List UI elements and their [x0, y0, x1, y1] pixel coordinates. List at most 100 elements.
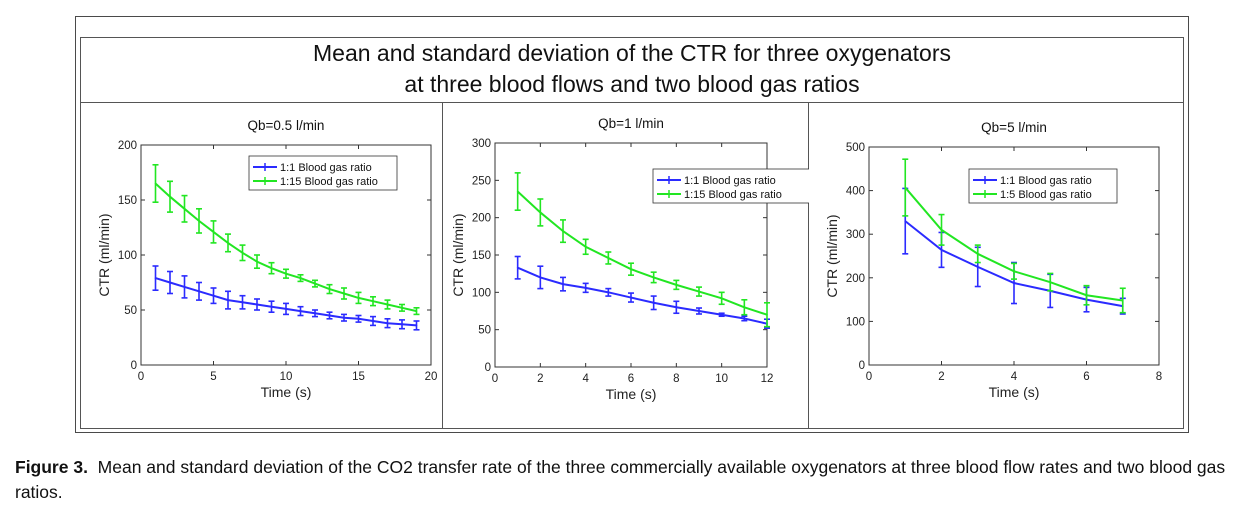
y-tick-label: 150	[118, 195, 137, 207]
series-2	[514, 172, 770, 328]
data-point	[314, 312, 316, 315]
series-2	[152, 163, 420, 316]
x-axis-label: Time (s)	[606, 386, 657, 402]
data-point	[343, 316, 345, 319]
data-point	[562, 230, 564, 232]
x-tick-label: 0	[866, 371, 872, 383]
data-point	[241, 252, 244, 254]
data-point	[630, 268, 632, 270]
chart-qb-5: Qb=5 l/min 0 2 4 6 8 0 100 200 300 400 500 Time (s) C…	[824, 120, 1162, 400]
x-tick-label: 0	[492, 373, 498, 385]
x-tick-label: 10	[715, 373, 728, 385]
chart-title: Qb=1 l/min	[598, 116, 664, 131]
chart-panel-2: Qb=1 l/min 0 2 4 6 8 10 12 0 50 100 150 200 250 300 Tim…	[443, 102, 809, 428]
series-1	[152, 265, 420, 331]
chart-title: Qb=0.5 l/min	[248, 118, 325, 133]
y-tick-label: 0	[131, 360, 137, 372]
data-point	[154, 182, 157, 185]
data-point	[256, 303, 258, 306]
data-point	[372, 300, 374, 302]
data-point	[227, 242, 229, 244]
data-point	[314, 282, 316, 285]
data-point	[584, 287, 587, 289]
data-point	[270, 305, 273, 308]
data-point	[607, 257, 610, 259]
figure-title-line2: at three blood flows and two blood gas r…	[404, 71, 860, 97]
data-point	[183, 286, 186, 288]
data-point	[299, 277, 302, 279]
x-axis-label: Time (s)	[261, 384, 312, 400]
legend: 1:1 Blood gas ratio 1:15 Blood gas ratio	[248, 155, 398, 191]
chart-qb-1: Qb=1 l/min 0 2 4 6 8 10 12 0 50 100 150 200 250 300 Tim…	[450, 116, 809, 402]
y-tick-label: 100	[472, 287, 491, 299]
data-point	[328, 288, 331, 290]
legend-label: 1:5 Blood gas ratio	[1000, 189, 1092, 201]
x-tick-label: 6	[628, 373, 634, 385]
data-point	[415, 310, 418, 312]
series-1	[514, 255, 770, 329]
y-tick-label: 100	[118, 250, 137, 262]
x-tick-label: 4	[582, 373, 589, 385]
data-point	[630, 296, 632, 299]
legend-box	[652, 168, 809, 204]
data-point	[720, 313, 723, 316]
data-point	[720, 297, 723, 300]
data-point	[401, 307, 403, 309]
legend-label: 1:15 Blood gas ratio	[684, 189, 782, 201]
series-2	[902, 158, 1126, 314]
data-point	[401, 323, 403, 326]
x-tick-label: 0	[138, 371, 144, 383]
figure-title: Mean and standard deviation of the CTR f…	[81, 38, 1183, 103]
data-point	[698, 310, 700, 312]
data-point	[1085, 294, 1088, 297]
x-tick-label: 10	[280, 371, 293, 383]
data-point	[539, 276, 542, 279]
data-point	[227, 299, 229, 301]
y-tick-label: 400	[846, 186, 865, 198]
data-point	[299, 310, 302, 312]
x-tick-label: 12	[761, 373, 774, 385]
x-tick-label: 5	[210, 371, 216, 383]
legend-box	[248, 155, 398, 191]
data-point	[328, 314, 331, 317]
data-point	[584, 245, 587, 248]
data-point	[386, 303, 389, 306]
chart-title: Qb=5 l/min	[981, 120, 1047, 135]
data-point	[183, 208, 186, 210]
data-point	[357, 297, 360, 299]
data-point	[1049, 281, 1052, 283]
data-point	[198, 290, 200, 293]
y-tick-label: 500	[846, 142, 865, 154]
data-point	[766, 313, 768, 316]
y-tick-label: 50	[478, 325, 491, 337]
data-point	[386, 322, 389, 324]
data-point	[256, 260, 258, 263]
data-point	[212, 231, 215, 233]
data-point	[516, 190, 519, 193]
caption-label: Figure 3.	[15, 457, 88, 477]
caption-text: Mean and standard deviation of the CO2 t…	[15, 457, 1226, 502]
data-point	[285, 272, 287, 275]
data-point	[675, 284, 678, 286]
data-point	[976, 253, 979, 255]
x-tick-label: 6	[1083, 371, 1089, 383]
figure-frame: Mean and standard deviation of the CTR f…	[75, 16, 1189, 433]
data-point	[415, 324, 418, 327]
x-tick-label: 15	[352, 371, 365, 383]
x-tick-label: 8	[673, 373, 679, 385]
data-point	[1013, 282, 1015, 284]
y-tick-label: 50	[124, 305, 137, 317]
data-point	[652, 276, 655, 279]
data-point	[940, 229, 943, 231]
figure-title-line1: Mean and standard deviation of the CTR f…	[313, 40, 951, 66]
y-tick-label: 150	[472, 250, 491, 262]
data-point	[539, 211, 542, 214]
data-point	[940, 249, 943, 251]
y-tick-label: 0	[485, 362, 491, 374]
data-point	[169, 195, 171, 198]
data-point	[241, 301, 244, 304]
legend-label: 1:1 Blood gas ratio	[684, 175, 776, 187]
y-tick-label: 200	[472, 213, 491, 225]
data-point	[562, 283, 564, 285]
